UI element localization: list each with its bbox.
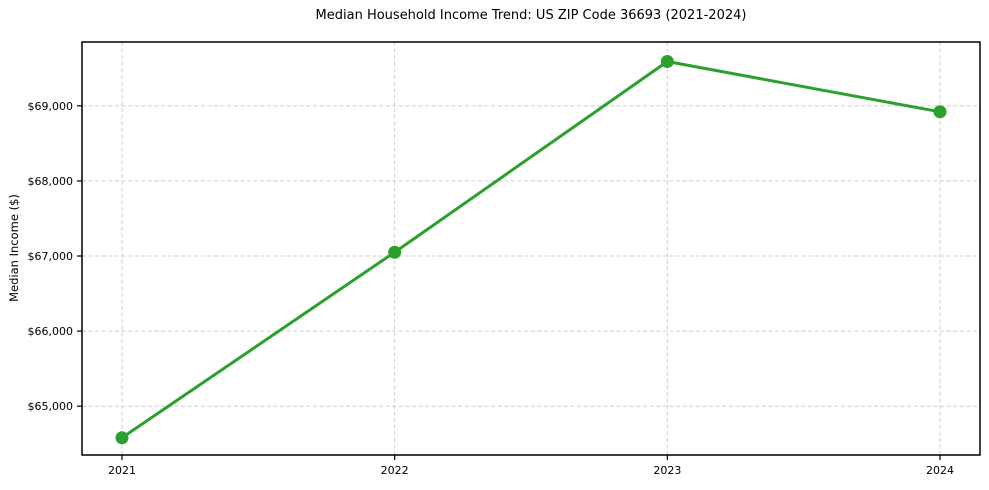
x-tick-label: 2022 — [381, 464, 409, 477]
y-tick-label: $67,000 — [28, 250, 74, 263]
y-tick-label: $69,000 — [28, 100, 74, 113]
data-point — [115, 431, 129, 445]
y-axis-label: Median Income ($) — [7, 194, 21, 302]
data-point — [660, 55, 674, 69]
x-tick-label: 2024 — [926, 464, 954, 477]
data-point — [388, 245, 402, 259]
plot-border — [81, 41, 981, 456]
y-tick-label: $66,000 — [28, 325, 74, 338]
y-tick-label: $68,000 — [28, 175, 74, 188]
trend-line — [120, 60, 942, 440]
y-tick-label: $65,000 — [28, 400, 74, 413]
x-tick-label: 2023 — [653, 464, 681, 477]
x-tick-label: 2021 — [108, 464, 136, 477]
data-point — [933, 105, 947, 119]
chart-title: Median Household Income Trend: US ZIP Co… — [315, 8, 747, 23]
